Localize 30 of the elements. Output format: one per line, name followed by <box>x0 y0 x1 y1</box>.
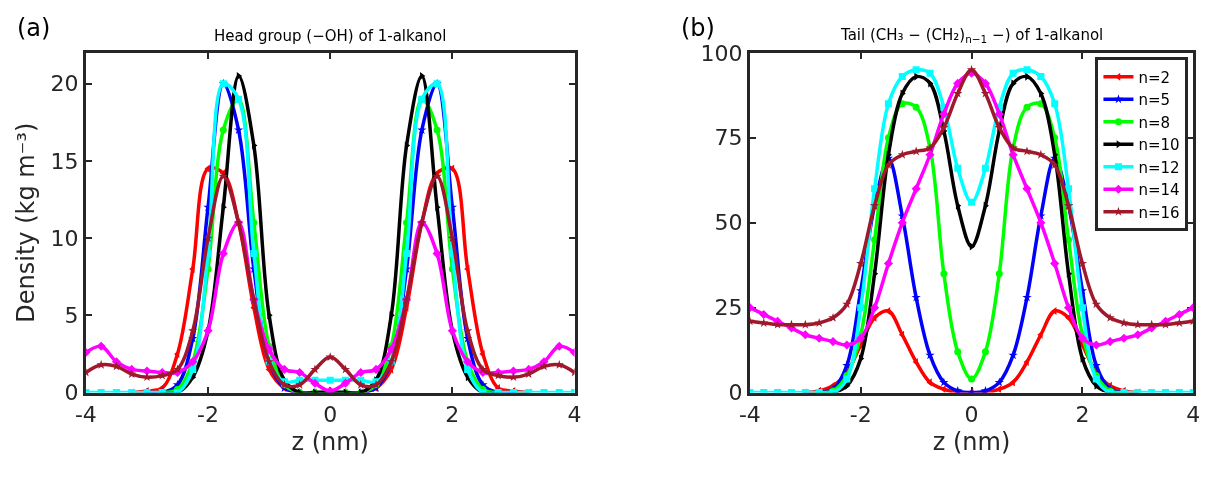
x-tick-label: 4 <box>567 401 582 427</box>
x-tick-label: 0 <box>323 401 338 427</box>
x-tick-label: 0 <box>964 401 979 427</box>
y-tick-label: 5 <box>64 303 79 329</box>
y-tick-label: 15 <box>50 148 79 174</box>
legend-label: n=10 <box>1138 136 1180 155</box>
x-tick-label: 2 <box>1075 401 1090 427</box>
x-tick-label: -2 <box>197 401 219 427</box>
x-axis-title: z (nm) <box>932 428 1011 457</box>
x-tick-label: -2 <box>849 401 872 427</box>
legend-label: n=16 <box>1138 203 1180 222</box>
chart-title: Tail (CH₃ − (CH₂)$_{n−1}$ −) of 1-alkanol <box>840 26 1104 46</box>
x-tick-label: 2 <box>445 401 460 427</box>
y-tick-label: 100 <box>700 40 743 66</box>
x-axis-title: z (nm) <box>291 428 369 457</box>
y-tick-label: 10 <box>50 225 79 251</box>
legend-label: n=2 <box>1138 68 1171 87</box>
y-tick-label: 25 <box>714 295 743 321</box>
text: (a) <box>17 14 51 42</box>
text: (b) <box>681 14 715 42</box>
y-tick-label: 20 <box>50 71 79 97</box>
x-tick-label: 4 <box>1186 401 1201 427</box>
legend-label: n=5 <box>1138 91 1171 110</box>
chart-title: Head group (−OH) of 1-alkanol <box>214 27 447 45</box>
y-tick-label: 50 <box>714 210 743 236</box>
y-tick-label: 75 <box>714 125 743 151</box>
legend-label: n=12 <box>1138 158 1180 177</box>
legend-label: n=8 <box>1138 113 1171 132</box>
legend-label: n=14 <box>1138 181 1180 200</box>
y-axis-title: Density (kg m⁻³) <box>11 122 40 323</box>
